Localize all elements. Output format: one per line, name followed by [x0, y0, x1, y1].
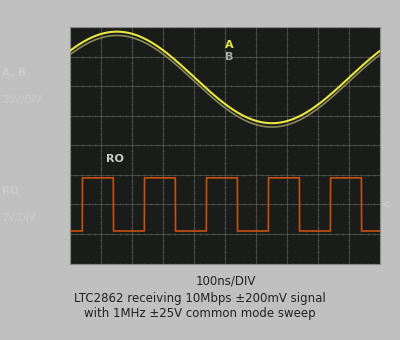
Text: A: A [225, 40, 234, 50]
Text: LTC2862 receiving 10Mbps ±200mV signal
with 1MHz ±25V common mode sweep: LTC2862 receiving 10Mbps ±200mV signal w… [74, 292, 326, 320]
Text: A, B: A, B [2, 68, 26, 78]
Text: 20V/DIV: 20V/DIV [2, 95, 41, 105]
Text: RO: RO [106, 154, 124, 164]
Text: 100ns/DIV: 100ns/DIV [196, 274, 256, 287]
Text: B: B [225, 52, 233, 62]
Text: 2V/DIV: 2V/DIV [2, 213, 35, 223]
Text: RO: RO [2, 186, 19, 196]
